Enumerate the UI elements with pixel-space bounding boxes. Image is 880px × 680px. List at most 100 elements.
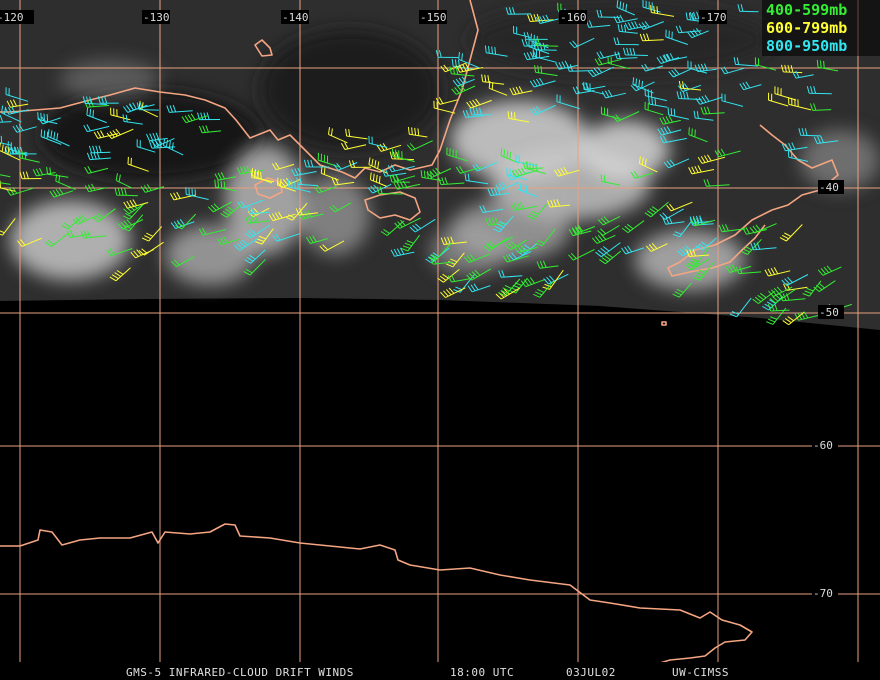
wind-barb [38, 116, 61, 125]
wind-barb [244, 249, 266, 264]
wind-barb [514, 244, 538, 254]
wind-barb [462, 110, 484, 118]
wind-barb [82, 96, 107, 105]
wind-barb [61, 216, 83, 230]
wind-barb [166, 104, 193, 113]
wind-barb [569, 37, 595, 49]
wind-barb [37, 112, 58, 125]
footer-time: 18:00 UTC [450, 666, 514, 679]
wind-barb [66, 230, 91, 238]
wind-barb [782, 311, 805, 326]
wind-barb [207, 201, 232, 213]
wind-barb [55, 173, 76, 191]
wind-barb [467, 283, 491, 293]
wind-barb [641, 63, 664, 72]
wind-barb [644, 101, 664, 116]
wind-barb [607, 55, 630, 70]
wind-barb [809, 103, 832, 111]
lon-label: -170 [700, 11, 727, 24]
wind-barb [779, 224, 803, 242]
wind-barb [614, 51, 638, 60]
wind-barb [692, 261, 715, 281]
wind-barb [787, 149, 809, 162]
coastline-north-island [759, 124, 839, 211]
wind-barb [644, 88, 667, 102]
wind-barb [581, 82, 606, 91]
wind-barb [97, 96, 119, 104]
coastline-northern-landmass [0, 0, 479, 179]
wind-barb [697, 154, 726, 164]
wind-barb [122, 204, 143, 220]
wind-barb [368, 157, 389, 174]
wind-barb [534, 38, 559, 47]
wind-barb [392, 148, 415, 163]
wind-barb [376, 143, 402, 152]
wind-barb [440, 62, 467, 73]
wind-barb [754, 57, 777, 71]
wind-barb [6, 99, 29, 108]
wind-barb [138, 241, 164, 256]
wind-barb [93, 130, 119, 139]
wind-barb [314, 185, 337, 194]
wind-barb [781, 274, 809, 286]
wind-barb [516, 181, 538, 198]
wind-barb [117, 219, 144, 230]
wind-barb [393, 180, 421, 190]
wind-barb [502, 254, 529, 263]
wind-barb [689, 217, 714, 226]
wind-barb [685, 258, 710, 271]
wind-barb [391, 173, 416, 182]
wind-barb [621, 220, 645, 234]
wind-barb [591, 233, 616, 244]
wind-barb [106, 128, 134, 139]
wind-barb [528, 39, 550, 55]
wind-barb [624, 21, 648, 31]
wind-barb [492, 215, 514, 233]
wind-barb [523, 51, 550, 61]
wind-barb [440, 287, 466, 299]
wind-barb [296, 177, 319, 187]
wind-barb [750, 242, 777, 251]
wind-barb [271, 162, 295, 171]
wind-barb [433, 100, 456, 114]
wind-barb [345, 128, 368, 140]
wind-barb [464, 173, 489, 185]
wind-barb [638, 156, 658, 173]
wind-barb [47, 129, 70, 147]
wind-barb [534, 64, 558, 77]
wind-barb [46, 166, 69, 178]
wind-barb [672, 282, 692, 298]
wind-barb [483, 237, 509, 252]
lat-label: -70 [813, 587, 833, 600]
wind-barb [668, 68, 691, 78]
wind-barb [816, 59, 839, 72]
lon-label: -140 [282, 11, 309, 24]
wind-barb [737, 4, 759, 13]
wind-barb [596, 51, 620, 59]
wind-barb [451, 84, 476, 95]
wind-barb [508, 277, 528, 294]
wind-barb [420, 170, 442, 181]
wind-barb [638, 21, 664, 30]
wind-barb [484, 45, 508, 57]
wind-barb [295, 207, 318, 216]
wind-barb [247, 206, 270, 215]
wind-barb [214, 179, 237, 192]
wind-barb [328, 127, 348, 144]
wind-barb [739, 81, 762, 91]
wind-barb [141, 226, 163, 242]
wind-barb [380, 220, 405, 236]
wind-barb [657, 126, 682, 136]
wind-barb [303, 159, 330, 168]
wind-barb [543, 273, 569, 285]
wind-barb [798, 128, 821, 137]
wind-barb [479, 205, 504, 213]
footer-product: GMS-5 INFRARED-CLOUD DRIFT WINDS [126, 666, 354, 679]
latitude-labels: -40 -50 -60 -70 [812, 180, 844, 600]
footer-source: UW-CIMSS [672, 666, 729, 679]
wind-barb [693, 110, 714, 121]
wind-barb [529, 77, 556, 88]
wind-barb [642, 0, 661, 13]
wind-barb [198, 227, 227, 236]
